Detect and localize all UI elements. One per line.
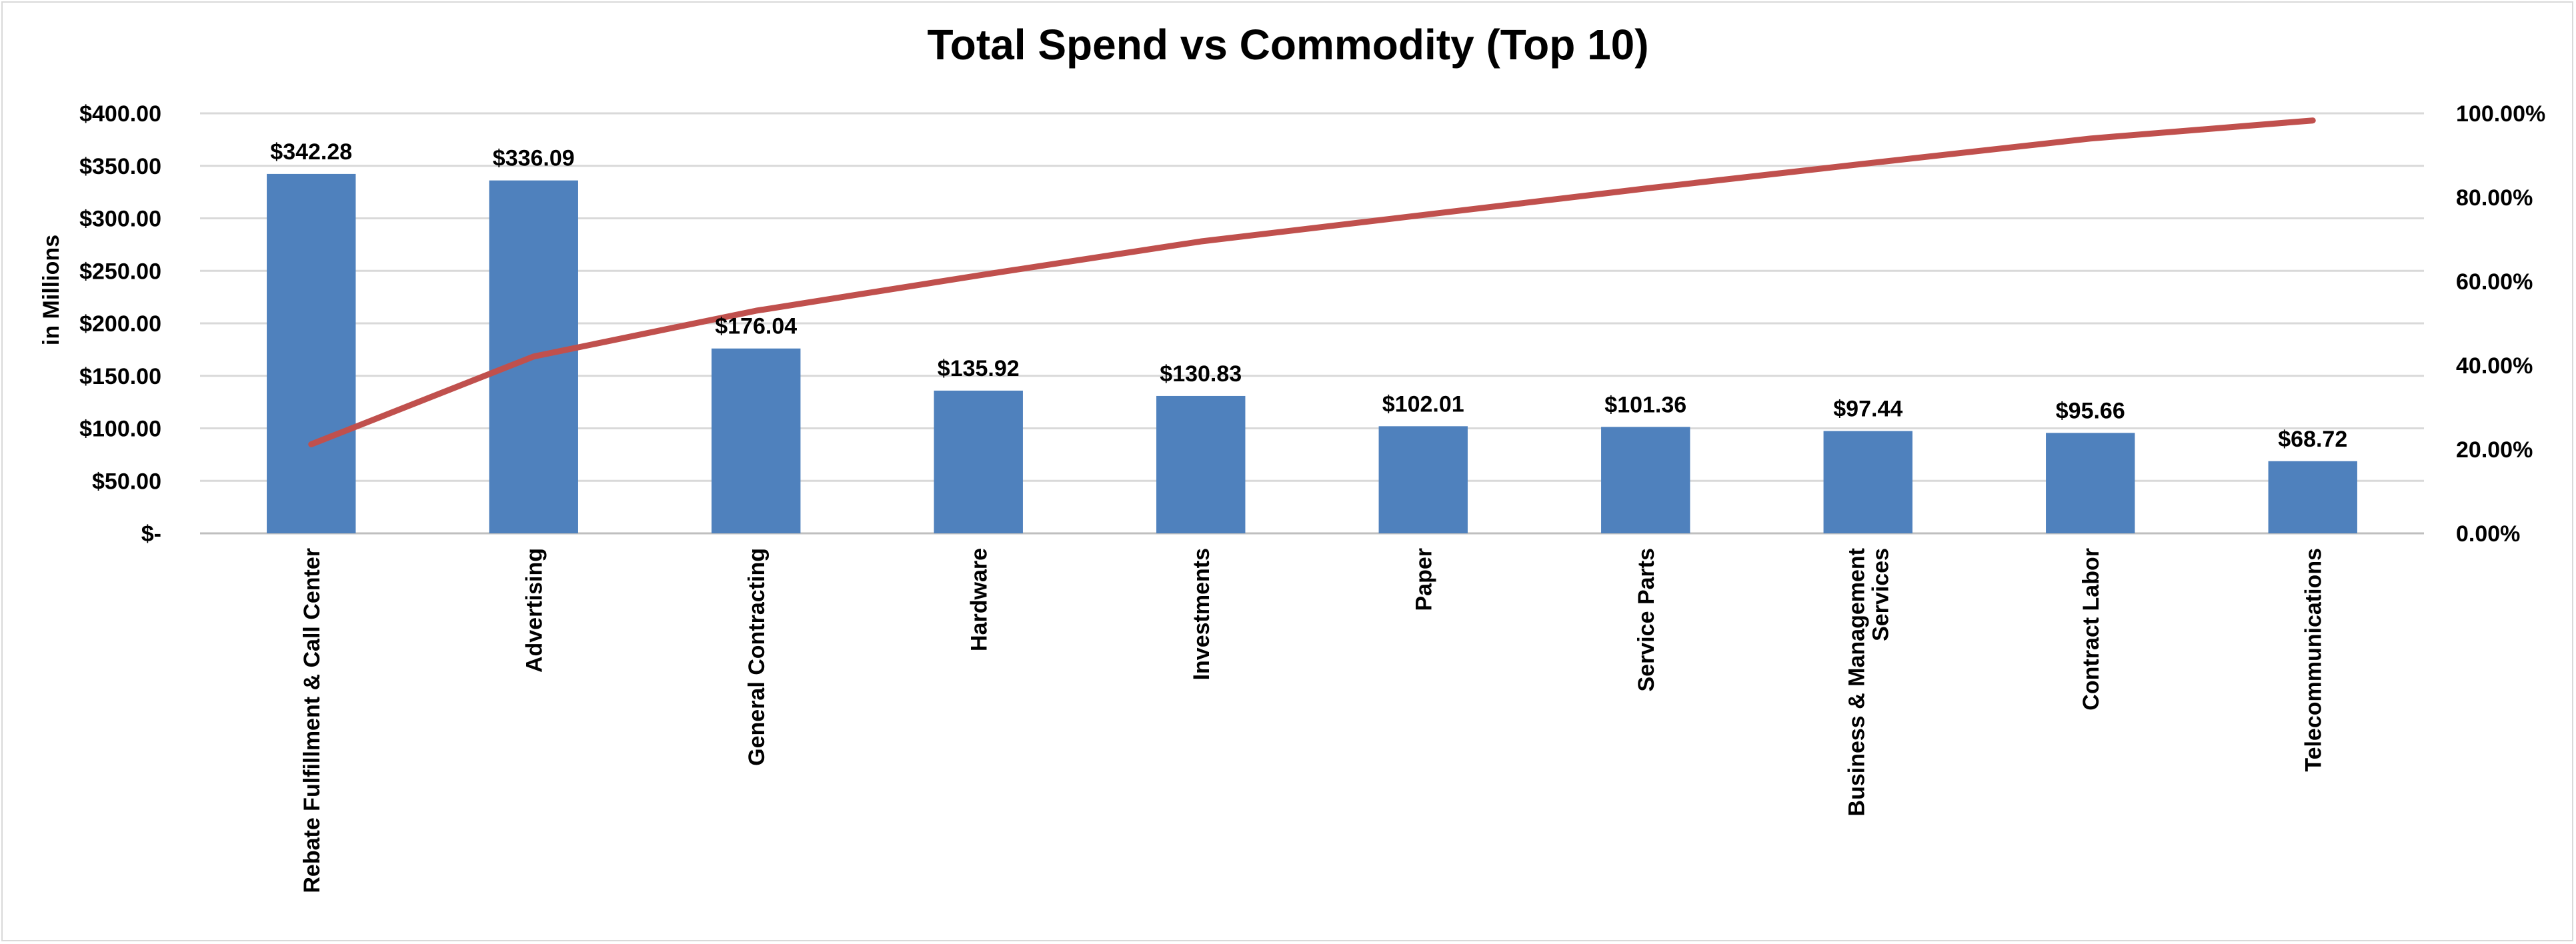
data-label: $176.04 [715,314,797,339]
data-label: $336.09 [493,146,575,171]
bar-series [267,173,2357,533]
x-tick-label: Telecommunications [2301,548,2326,772]
x-tick-label: Hardware [966,548,992,651]
y-tick-label: $150.00 [79,364,161,389]
y-tick-label: $250.00 [79,259,161,284]
cumulative-line-series [308,117,2316,447]
bar [2046,433,2135,533]
bar [2268,461,2357,533]
cumulative-line [308,117,2316,447]
data-label: $68.72 [2278,427,2347,452]
svg-text:Paper: Paper [1411,548,1436,611]
data-label: $130.83 [1160,361,1242,387]
y-axis-left: $- $50.00 $100.00 $150.00 $200.00 $250.00 $300… [79,101,161,547]
y2-tick-label: 20.00% [2456,437,2533,463]
x-tick-label: Service Parts [1634,548,1659,692]
y2-tick-label: 100.00% [2456,101,2545,127]
bar [267,173,356,533]
y2-tick-label: 0.00% [2456,521,2520,547]
y-tick-label: $350.00 [79,154,161,179]
svg-text:Service Parts: Service Parts [1634,548,1659,692]
data-label: $342.28 [270,139,352,165]
x-tick-label: Advertising [521,548,547,673]
y-tick-label: $400.00 [79,101,161,127]
x-tick-label: General Contracting [744,548,770,766]
data-label: $101.36 [1604,392,1686,417]
bar [1601,427,1690,533]
bar [934,390,1023,533]
y2-tick-label: 40.00% [2456,353,2533,379]
y-tick-label: $300.00 [79,207,161,232]
svg-text:Advertising: Advertising [521,548,547,673]
svg-text:Business & ManagementServices: Business & ManagementServices [1844,548,1893,816]
y-tick-label: $200.00 [79,311,161,337]
y-tick-label: $50.00 [92,469,161,494]
x-tick-label: Rebate Fulfillment & Call Center [299,548,325,893]
bar [1378,426,1468,533]
chart-title: Total Spend vs Commodity (Top 10) [927,21,1649,69]
x-tick-label: Paper [1411,548,1436,611]
data-label: $97.44 [1833,397,1902,422]
svg-text:Investments: Investments [1189,548,1214,680]
svg-text:Rebate Fulfillment & Call Cent: Rebate Fulfillment & Call Center [299,548,325,893]
bar [712,348,801,533]
x-tick-label: Business & ManagementServices [1844,548,1893,816]
bar [1823,431,1912,533]
y-axis-right: 0.00% 20.00% 40.00% 60.00% 80.00% 100.00% [2456,101,2545,547]
y-axis-title: in Millions [39,235,64,345]
x-tick-label: Contract Labor [2079,548,2104,711]
y2-tick-label: 80.00% [2456,185,2533,211]
y-tick-label: $100.00 [79,417,161,442]
svg-text:Contract Labor: Contract Labor [2079,548,2104,711]
y-tick-label: $- [141,521,161,547]
svg-text:General Contracting: General Contracting [744,548,770,766]
x-tick-label: Investments [1189,548,1214,680]
data-label: $102.01 [1382,391,1464,417]
x-axis: Rebate Fulfillment & Call Center Advertis… [299,548,2327,893]
svg-text:Hardware: Hardware [966,548,992,651]
data-label: $95.66 [2056,398,2125,423]
data-label: $135.92 [938,356,1020,381]
bar [1156,395,1246,533]
data-labels: $342.28 $336.09 $176.04 $135.92 $130.83 $102.… [270,139,2347,452]
svg-text:Telecommunications: Telecommunications [2301,548,2326,772]
y2-tick-label: 60.00% [2456,269,2533,295]
